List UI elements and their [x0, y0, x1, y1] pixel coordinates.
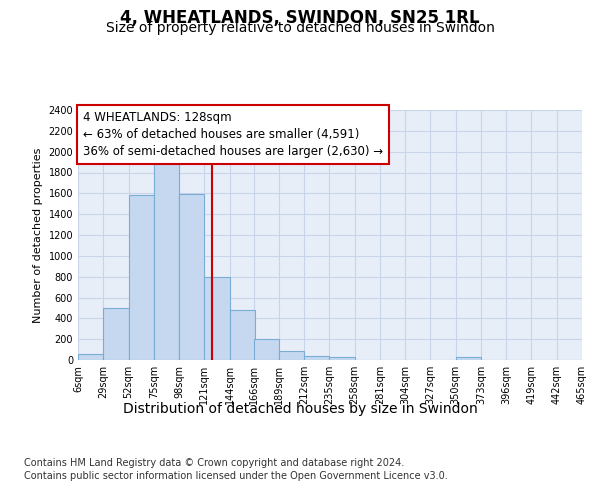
Text: Contains public sector information licensed under the Open Government Licence v3: Contains public sector information licen… — [24, 471, 448, 481]
Y-axis label: Number of detached properties: Number of detached properties — [33, 148, 43, 322]
Bar — [456, 358, 481, 360]
Bar — [304, 356, 329, 360]
Text: 4 WHEATLANDS: 128sqm
← 63% of detached houses are smaller (4,591)
36% of semi-de: 4 WHEATLANDS: 128sqm ← 63% of detached h… — [83, 112, 383, 158]
Bar — [179, 194, 204, 360]
Text: Contains HM Land Registry data © Crown copyright and database right 2024.: Contains HM Land Registry data © Crown c… — [24, 458, 404, 468]
Text: Distribution of detached houses by size in Swindon: Distribution of detached houses by size … — [122, 402, 478, 416]
Bar — [329, 357, 355, 360]
Bar — [204, 276, 230, 360]
Bar — [154, 157, 179, 360]
Text: 4, WHEATLANDS, SWINDON, SN25 1RL: 4, WHEATLANDS, SWINDON, SN25 1RL — [120, 9, 480, 27]
Bar — [254, 339, 279, 360]
Text: Size of property relative to detached houses in Swindon: Size of property relative to detached ho… — [106, 21, 494, 35]
Bar — [103, 308, 128, 360]
Bar — [279, 350, 304, 360]
Bar — [230, 310, 255, 360]
Bar — [78, 354, 103, 360]
Bar — [128, 196, 154, 360]
